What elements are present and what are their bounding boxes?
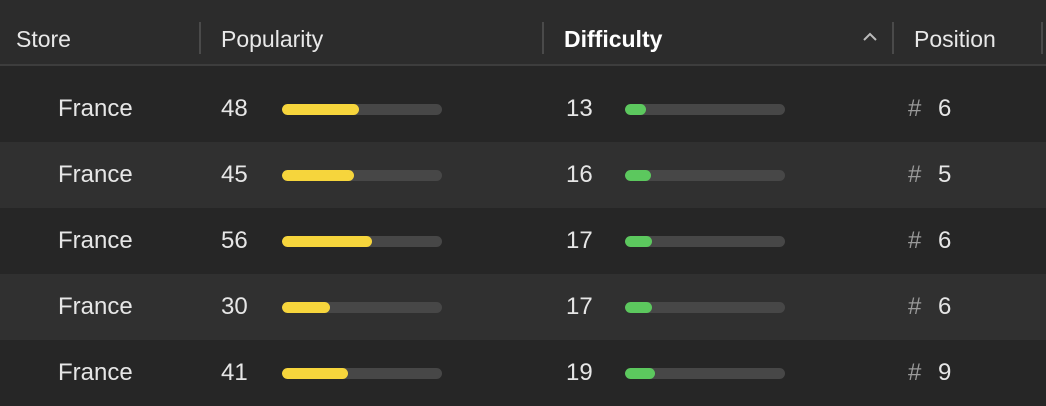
column-separator [1041, 22, 1043, 54]
popularity-value: 41 [221, 359, 248, 386]
popularity-bar [282, 368, 348, 379]
position-symbol: # [908, 227, 922, 254]
popularity-track [282, 368, 442, 379]
difficulty-bar [625, 170, 651, 181]
difficulty-bar [625, 368, 656, 379]
sort-arrow [863, 32, 877, 41]
flag-icon [17, 232, 44, 251]
difficulty-value: 19 [566, 359, 593, 386]
difficulty-value: 13 [566, 95, 593, 122]
position-value: 6 [938, 95, 952, 122]
popularity-bar [282, 104, 359, 115]
table-row: France 45 16 #5 [0, 142, 1046, 208]
store-name: France [58, 293, 133, 320]
position-symbol: # [908, 359, 922, 386]
table-header: Store Popularity Difficulty Position [0, 0, 1046, 66]
column-header[interactable]: Popularity [221, 26, 324, 52]
difficulty-track [625, 368, 785, 379]
sort-arrow-shape [863, 32, 877, 41]
difficulty-value: 16 [566, 161, 593, 188]
column-header[interactable]: Difficulty [564, 26, 663, 52]
difficulty-bar [625, 236, 653, 247]
column-separator [892, 22, 894, 54]
difficulty-track [625, 302, 785, 313]
popularity-value: 56 [221, 227, 248, 254]
column-separator [542, 22, 544, 54]
difficulty-value: 17 [566, 293, 593, 320]
position-value: 9 [938, 359, 952, 386]
store-name: France [58, 227, 133, 254]
flag-icon [17, 100, 44, 119]
table-row: France 41 19 #9 [0, 340, 1046, 406]
flag-icon [17, 364, 44, 383]
position-symbol: # [908, 293, 922, 320]
position-symbol: # [908, 161, 922, 188]
popularity-bar [282, 302, 330, 313]
popularity-value: 30 [221, 293, 248, 320]
popularity-track [282, 170, 442, 181]
table-row: France 48 13 #6 [0, 76, 1046, 142]
position-value: 5 [938, 161, 952, 188]
popularity-track [282, 302, 442, 313]
table-row: France 30 17 #6 [0, 274, 1046, 340]
difficulty-value: 17 [566, 227, 593, 254]
table-row: France 56 17 #6 [0, 208, 1046, 274]
store-name: France [58, 95, 133, 122]
difficulty-track [625, 170, 785, 181]
column-header[interactable]: Store [16, 26, 71, 52]
popularity-track [282, 236, 442, 247]
store-name: France [58, 161, 133, 188]
flag-icon [17, 166, 44, 185]
popularity-value: 45 [221, 161, 248, 188]
flag-icon [17, 298, 44, 317]
difficulty-track [625, 236, 785, 247]
popularity-bar [282, 236, 372, 247]
popularity-track [282, 104, 442, 115]
position-symbol: # [908, 95, 922, 122]
popularity-value: 48 [221, 95, 248, 122]
position-value: 6 [938, 293, 952, 320]
position-value: 6 [938, 227, 952, 254]
difficulty-bar [625, 302, 653, 313]
popularity-bar [282, 170, 354, 181]
column-header[interactable]: Position [914, 26, 996, 52]
difficulty-track [625, 104, 785, 115]
store-name: France [58, 359, 133, 386]
difficulty-bar [625, 104, 646, 115]
column-separator [199, 22, 201, 54]
